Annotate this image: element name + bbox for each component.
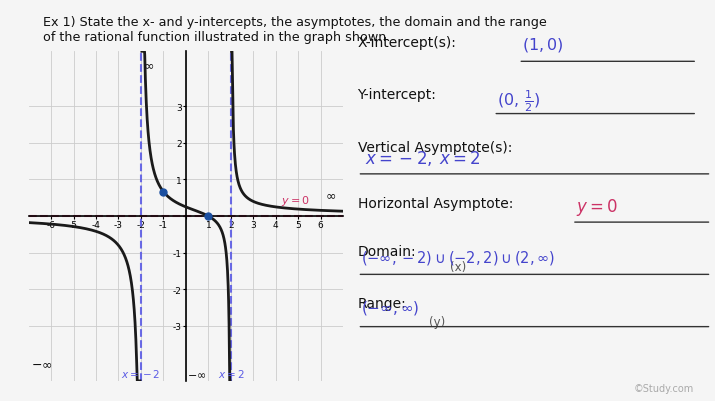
Text: $y=0$: $y=0$ — [576, 196, 618, 217]
Text: Horizontal Asymptote:: Horizontal Asymptote: — [358, 196, 513, 211]
Text: $(1,0)$: $(1,0)$ — [522, 36, 563, 54]
Text: $-\infty$: $-\infty$ — [187, 369, 207, 379]
Text: $\infty$: $\infty$ — [143, 59, 154, 73]
Text: (y): (y) — [429, 315, 445, 328]
Text: Domain:: Domain: — [358, 245, 416, 259]
Text: $(-\infty,\infty)$: $(-\infty,\infty)$ — [361, 299, 420, 317]
Text: $x=-2$: $x=-2$ — [122, 367, 161, 379]
Text: Range:: Range: — [358, 297, 406, 311]
Text: $(-\infty,-2)\cup(-2,2)\cup(2,\infty)$: $(-\infty,-2)\cup(-2,2)\cup(2,\infty)$ — [361, 249, 556, 267]
Text: ©Study.com: ©Study.com — [633, 383, 694, 393]
Text: Ex 1) State the x- and y-intercepts, the asymptotes, the domain and the range
of: Ex 1) State the x- and y-intercepts, the… — [43, 16, 547, 44]
Text: $y=0$: $y=0$ — [281, 193, 310, 207]
Text: $x = -2,\; x = 2$: $x = -2,\; x = 2$ — [365, 148, 480, 167]
Text: Vertical Asymptote(s):: Vertical Asymptote(s): — [358, 140, 512, 154]
Text: $-\infty$: $-\infty$ — [31, 357, 52, 370]
Text: (x): (x) — [450, 261, 467, 273]
Text: $x=2$: $x=2$ — [217, 367, 245, 379]
Text: Y-intercept:: Y-intercept: — [358, 88, 436, 102]
Text: X-intercept(s):: X-intercept(s): — [358, 36, 456, 50]
Text: $\infty$: $\infty$ — [325, 189, 337, 202]
Text: $(0,\,\frac{1}{2})$: $(0,\,\frac{1}{2})$ — [497, 88, 540, 114]
